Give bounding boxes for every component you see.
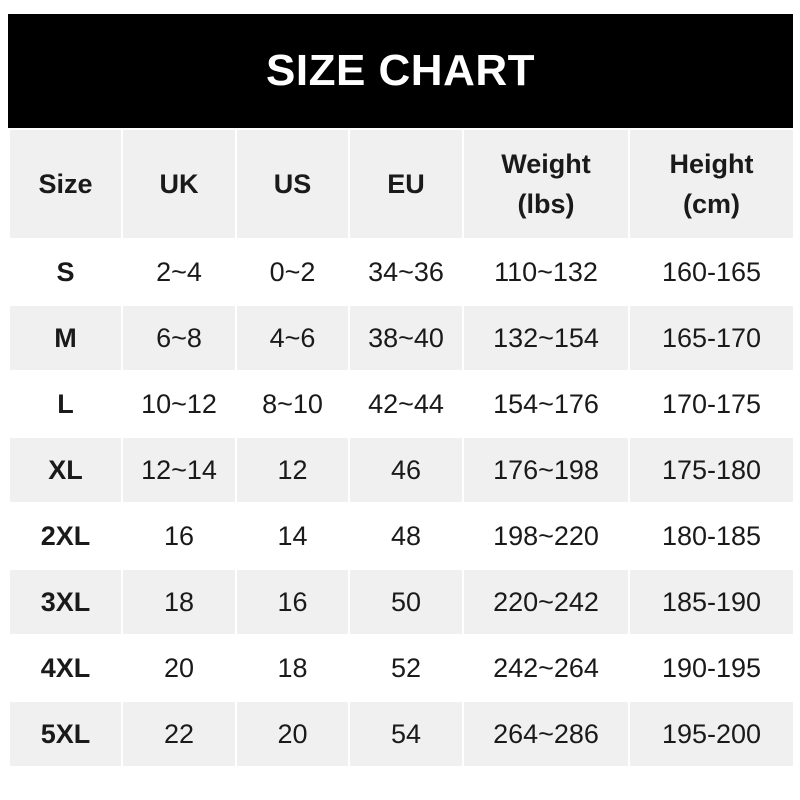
cell-us: 0~2	[235, 238, 350, 306]
cell-eu: 50	[348, 568, 464, 636]
cell-eu: 52	[348, 634, 464, 702]
cell-uk: 22	[121, 700, 237, 768]
cell-uk: 6~8	[121, 304, 237, 372]
cell-uk: 16	[121, 502, 237, 570]
cell-height: 175-180	[628, 436, 795, 504]
column-header-eu: EU	[348, 128, 464, 240]
size-chart-title: SIZE CHART	[8, 14, 793, 128]
column-header-label: Height	[669, 149, 754, 179]
cell-size: L	[8, 370, 123, 438]
cell-weight: 220~242	[462, 568, 630, 636]
table-row: XL 12~14 12 46 176~198 175-180	[8, 436, 795, 504]
cell-weight: 110~132	[462, 238, 630, 306]
column-header-unit: (lbs)	[517, 189, 575, 219]
column-header-label: Weight	[501, 149, 591, 179]
cell-height: 190-195	[628, 634, 795, 702]
cell-weight: 242~264	[462, 634, 630, 702]
table-row: 5XL 22 20 54 264~286 195-200	[8, 700, 795, 768]
cell-us: 4~6	[235, 304, 350, 372]
cell-eu: 46	[348, 436, 464, 504]
table-row: 4XL 20 18 52 242~264 190-195	[8, 634, 795, 702]
cell-us: 18	[235, 634, 350, 702]
column-header-label: UK	[159, 169, 199, 199]
cell-eu: 42~44	[348, 370, 464, 438]
cell-size: 4XL	[8, 634, 123, 702]
table-row: M 6~8 4~6 38~40 132~154 165-170	[8, 304, 795, 372]
cell-us: 16	[235, 568, 350, 636]
cell-size: 2XL	[8, 502, 123, 570]
cell-weight: 154~176	[462, 370, 630, 438]
cell-size: 5XL	[8, 700, 123, 768]
cell-uk: 12~14	[121, 436, 237, 504]
column-header-size: Size	[8, 128, 123, 240]
cell-height: 165-170	[628, 304, 795, 372]
column-header-label: EU	[387, 169, 425, 199]
cell-height: 180-185	[628, 502, 795, 570]
cell-weight: 198~220	[462, 502, 630, 570]
cell-height: 195-200	[628, 700, 795, 768]
cell-height: 160-165	[628, 238, 795, 306]
cell-weight: 264~286	[462, 700, 630, 768]
cell-uk: 20	[121, 634, 237, 702]
column-header-uk: UK	[121, 128, 237, 240]
cell-height: 170-175	[628, 370, 795, 438]
cell-weight: 132~154	[462, 304, 630, 372]
column-header-label: Size	[38, 169, 93, 199]
cell-size: M	[8, 304, 123, 372]
cell-size: XL	[8, 436, 123, 504]
cell-us: 8~10	[235, 370, 350, 438]
cell-eu: 54	[348, 700, 464, 768]
cell-eu: 38~40	[348, 304, 464, 372]
table-row: 3XL 18 16 50 220~242 185-190	[8, 568, 795, 636]
cell-uk: 10~12	[121, 370, 237, 438]
column-header-weight: Weight (lbs)	[462, 128, 630, 240]
cell-weight: 176~198	[462, 436, 630, 504]
size-chart-table: Size UK US EU Weight (lbs) Height (cm) S 2~4 0~2 3…	[8, 128, 795, 768]
cell-eu: 34~36	[348, 238, 464, 306]
cell-height: 185-190	[628, 568, 795, 636]
cell-us: 20	[235, 700, 350, 768]
header-row: Size UK US EU Weight (lbs) Height (cm)	[8, 128, 795, 240]
cell-size: S	[8, 238, 123, 306]
cell-eu: 48	[348, 502, 464, 570]
column-header-unit: (cm)	[682, 189, 740, 219]
cell-size: 3XL	[8, 568, 123, 636]
cell-uk: 2~4	[121, 238, 237, 306]
cell-uk: 18	[121, 568, 237, 636]
table-row: S 2~4 0~2 34~36 110~132 160-165	[8, 238, 795, 306]
column-header-height: Height (cm)	[628, 128, 795, 240]
cell-us: 14	[235, 502, 350, 570]
column-header-label: US	[273, 169, 312, 199]
cell-us: 12	[235, 436, 350, 504]
column-header-us: US	[235, 128, 350, 240]
table-row: L 10~12 8~10 42~44 154~176 170-175	[8, 370, 795, 438]
table-row: 2XL 16 14 48 198~220 180-185	[8, 502, 795, 570]
